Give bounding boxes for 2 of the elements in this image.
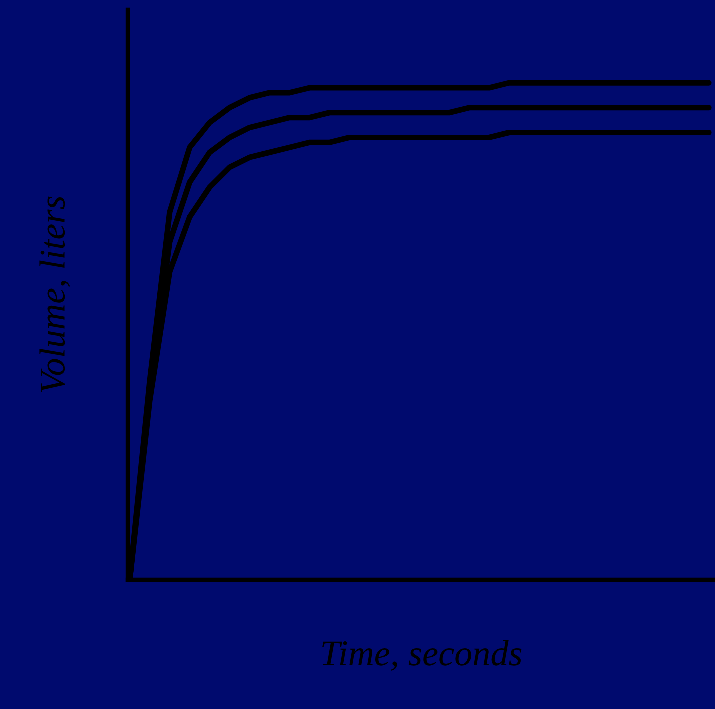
x-axis-title: Time, seconds [322,640,522,672]
y-axis-title: Volume, liters [40,196,70,392]
